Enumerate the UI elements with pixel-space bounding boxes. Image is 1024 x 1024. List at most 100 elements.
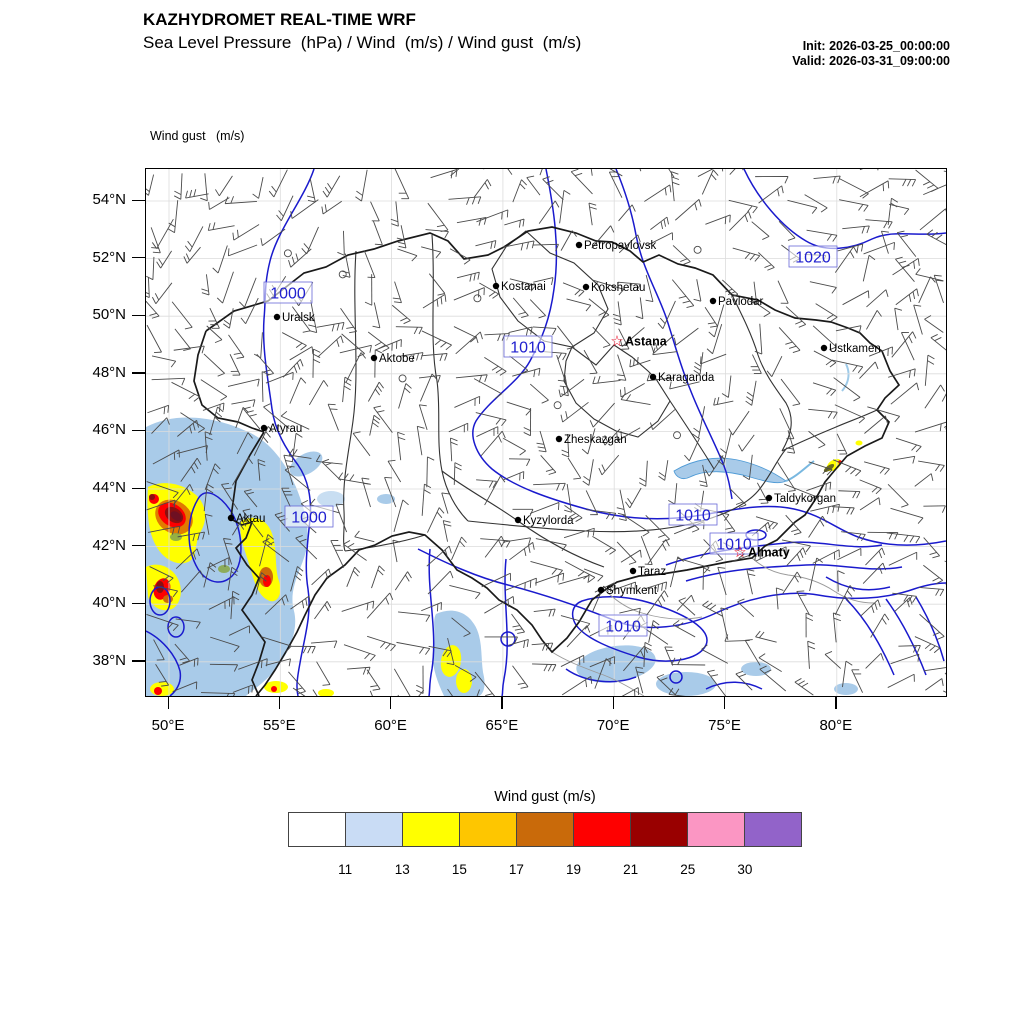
city-marker: Pavlodar <box>709 296 764 308</box>
colorbar-tick-label: 25 <box>680 862 696 877</box>
city-dot-icon <box>514 516 522 524</box>
city-dot-icon <box>492 282 500 290</box>
lat-tick-mark <box>132 257 145 259</box>
city-dot-icon <box>649 373 657 381</box>
lon-tick-mark <box>501 696 503 709</box>
city-dot-icon <box>227 514 235 522</box>
isobar-layer <box>146 169 946 696</box>
city-label: Karaganda <box>658 372 715 384</box>
lon-tick-label: 70°E <box>596 717 630 734</box>
city-dot-icon <box>582 283 590 291</box>
isobar-label: 1000 <box>284 505 334 528</box>
city-marker: Taldykorgan <box>765 493 836 505</box>
colorbar-tick-label: 30 <box>737 862 753 877</box>
isobar-label: 1000 <box>263 281 313 304</box>
city-marker: Kyzylorda <box>514 515 574 527</box>
graticule-layer <box>146 169 946 696</box>
lat-tick-label: 46°N <box>92 421 126 439</box>
isobar-label: 1010 <box>709 532 759 555</box>
colorbar-cell <box>289 813 346 846</box>
isobar-label: 1010 <box>503 335 553 358</box>
city-dot-icon <box>765 494 773 502</box>
lat-tick-label: 52°N <box>92 248 126 266</box>
isobar-labels-layer: 1000 1020 1010 1000 1010 1010 1010 <box>263 245 838 637</box>
isobar-label: 1010 <box>668 503 718 526</box>
valid-time: Valid: 2026-03-31_09:00:00 <box>792 54 950 68</box>
city-label: Astana <box>625 335 668 349</box>
page-subtitle: Sea Level Pressure (hPa) / Wind (m/s) / … <box>143 33 582 52</box>
lat-tick-label: 50°N <box>92 306 126 324</box>
lat-tick-label: 38°N <box>92 651 126 669</box>
lat-tick-mark <box>132 372 145 374</box>
lat-tick-mark <box>132 429 145 432</box>
lat-tick-mark <box>132 314 145 317</box>
lat-tick-label: 40°N <box>92 594 126 612</box>
colorbar-cell <box>346 813 403 846</box>
city-dot-icon <box>260 424 268 432</box>
lon-tick-mark <box>612 696 615 709</box>
city-dot-icon <box>555 435 563 443</box>
lon-tick-label: 75°E <box>708 717 741 734</box>
city-dot-icon <box>370 354 378 362</box>
city-label: Taraz <box>638 566 666 578</box>
city-label: Kyzylorda <box>523 515 574 527</box>
city-marker: Kostanai <box>492 281 546 293</box>
city-marker: Taraz <box>629 566 666 578</box>
city-marker: Zheskazgan <box>555 434 627 446</box>
svg-text:1010: 1010 <box>510 340 546 357</box>
city-label: Aktau <box>236 513 265 525</box>
city-label: Shymkent <box>606 585 658 597</box>
lat-tick-label: 44°N <box>92 479 126 496</box>
svg-text:1010: 1010 <box>716 537 752 554</box>
city-marker: Karaganda <box>649 372 715 384</box>
map-svg: 1000 1020 1010 1000 1010 1010 1010 Petropavlov… <box>146 169 946 696</box>
colorbar-cell <box>460 813 517 846</box>
city-marker: Petropavlovsk <box>575 240 656 252</box>
lon-tick-mark <box>167 696 169 709</box>
city-marker: ☆ Almaty <box>733 544 789 561</box>
city-marker: ☆ Astana <box>610 333 667 350</box>
city-marker: Aktobe <box>370 353 415 365</box>
run-info: Init: 2026-03-25_00:00:00 Valid: 2026-03… <box>792 39 950 69</box>
page-title: KAZHYDROMET REAL-TIME WRF <box>143 10 416 29</box>
svg-text:1020: 1020 <box>795 250 831 267</box>
city-label: Ustkamen <box>829 343 881 355</box>
city-label: Kokshetau <box>591 282 645 294</box>
map-canvas: 1000 1020 1010 1000 1010 1010 1010 Petropavlov… <box>145 168 947 697</box>
wind-barbs-layer <box>146 169 946 696</box>
colorbar-tick-label: 17 <box>508 862 524 877</box>
legend-line-windgust: Wind gust (m/s) <box>150 129 245 143</box>
lon-tick-label: 50°E <box>151 717 185 734</box>
svg-text:1000: 1000 <box>270 286 306 303</box>
lon-tick-mark <box>390 696 392 709</box>
lon-tick-mark <box>724 696 726 709</box>
colorbar-cell <box>574 813 631 846</box>
city-label: Pavlodar <box>718 296 764 308</box>
colorbar-tick-label: 13 <box>394 862 410 877</box>
city-marker: Shymkent <box>597 585 658 597</box>
lon-tick-label: 60°E <box>374 717 407 734</box>
lat-tick-mark <box>132 487 145 489</box>
city-marker: Atyrau <box>260 423 302 435</box>
colorbar-cell <box>745 813 801 846</box>
svg-text:1010: 1010 <box>675 508 711 525</box>
lon-tick-mark <box>835 696 837 709</box>
lat-tick-label: 48°N <box>92 363 126 381</box>
city-dot-icon <box>820 344 828 352</box>
city-marker: Uralsk <box>273 312 315 324</box>
city-dot-icon <box>709 297 717 305</box>
city-label: Uralsk <box>282 312 315 324</box>
city-marker: Aktau <box>227 513 265 525</box>
svg-text:1000: 1000 <box>291 510 327 527</box>
lon-tick-label: 80°E <box>819 717 853 734</box>
capital-star-icon: ☆ <box>733 544 746 561</box>
svg-text:1010: 1010 <box>605 619 641 636</box>
colorbar-tick-label: 11 <box>338 862 353 877</box>
city-dot-icon <box>273 313 281 321</box>
colorbar-cell <box>631 813 688 846</box>
lat-tick-mark <box>132 660 145 662</box>
init-time: Init: 2026-03-25_00:00:00 <box>802 39 950 53</box>
lat-tick-label: 54°N <box>92 191 126 208</box>
colorbar-cell <box>517 813 574 846</box>
